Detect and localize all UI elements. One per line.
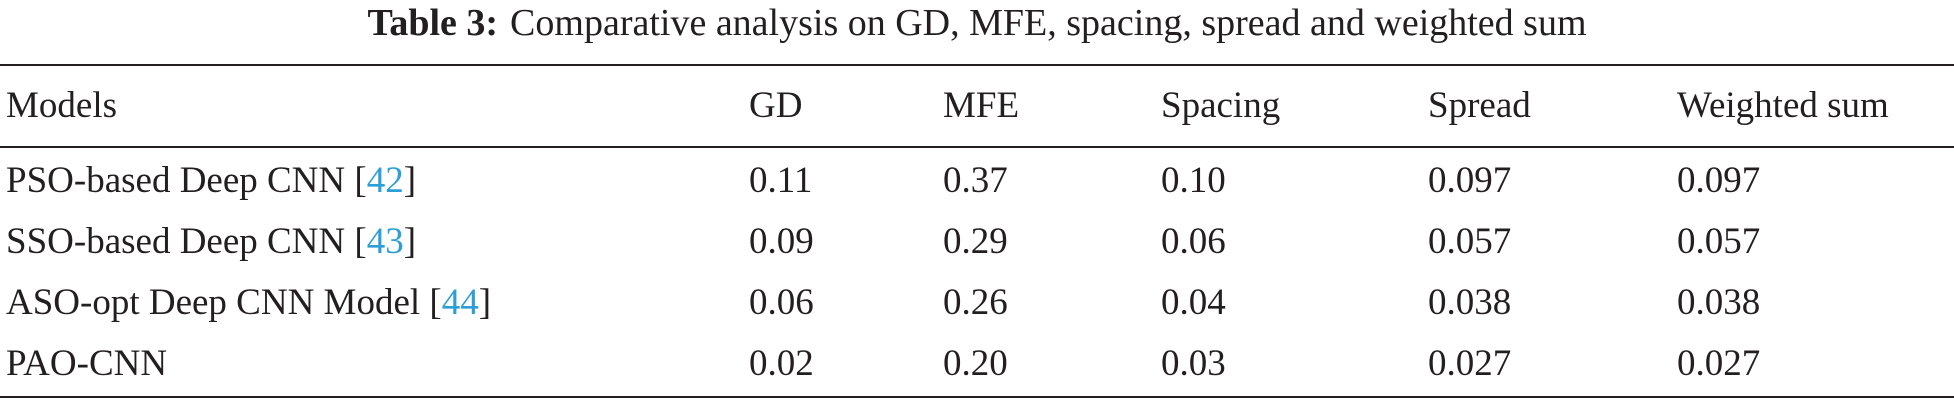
header-cell: MFE [943, 85, 1020, 126]
model-name: ] [403, 221, 417, 262]
top-rule [0, 64, 1954, 66]
value-cell: 0.057 [1428, 221, 1512, 262]
header-rule [0, 146, 1954, 148]
header-cell: Spacing [1161, 85, 1281, 126]
citation-link: 44 [441, 282, 479, 323]
value-cell: 0.027 [1428, 343, 1512, 384]
model-cell: ASO-opt Deep CNN Model [44] [6, 281, 491, 325]
header-cell: Weighted sum [1677, 85, 1889, 126]
value-cell: 0.038 [1677, 282, 1761, 323]
model-name: PAO-CNN [6, 343, 168, 384]
table-caption: Table 3: Comparative analysis on GD, MFE,… [0, 0, 1954, 46]
value-cell: 0.057 [1677, 221, 1761, 262]
bottom-rule [0, 396, 1954, 398]
value-cell: 0.038 [1428, 282, 1512, 323]
value-cell: 0.06 [749, 282, 814, 323]
model-cell: SSO-based Deep CNN [43] [6, 220, 416, 264]
model-name: ASO-opt Deep CNN Model [ [6, 282, 442, 323]
header-cell: Spread [1428, 85, 1531, 126]
value-cell: 0.20 [943, 343, 1008, 384]
model-name: SSO-based Deep CNN [ [6, 221, 367, 262]
value-cell: 0.10 [1161, 160, 1226, 201]
header-cell: GD [749, 85, 803, 126]
model-cell: PAO-CNN [6, 342, 167, 386]
header-cell: Models [6, 85, 117, 126]
caption-label: Table 3: [367, 2, 499, 44]
model-cell: PSO-based Deep CNN [42] [6, 159, 416, 203]
value-cell: 0.09 [749, 221, 814, 262]
value-cell: 0.26 [943, 282, 1008, 323]
model-name: ] [403, 160, 417, 201]
value-cell: 0.11 [749, 160, 813, 201]
value-cell: 0.06 [1161, 221, 1226, 262]
value-cell: 0.04 [1161, 282, 1226, 323]
value-cell: 0.027 [1677, 343, 1761, 384]
value-cell: 0.097 [1677, 160, 1761, 201]
caption-text: Comparative analysis on GD, MFE, spacing… [510, 2, 1587, 44]
citation-link: 42 [366, 160, 404, 201]
value-cell: 0.29 [943, 221, 1008, 262]
citation-link: 43 [366, 221, 404, 262]
value-cell: 0.02 [749, 343, 814, 384]
model-name: PSO-based Deep CNN [ [6, 160, 367, 201]
value-cell: 0.097 [1428, 160, 1512, 201]
value-cell: 0.37 [943, 160, 1008, 201]
model-name: ] [478, 282, 492, 323]
value-cell: 0.03 [1161, 343, 1226, 384]
